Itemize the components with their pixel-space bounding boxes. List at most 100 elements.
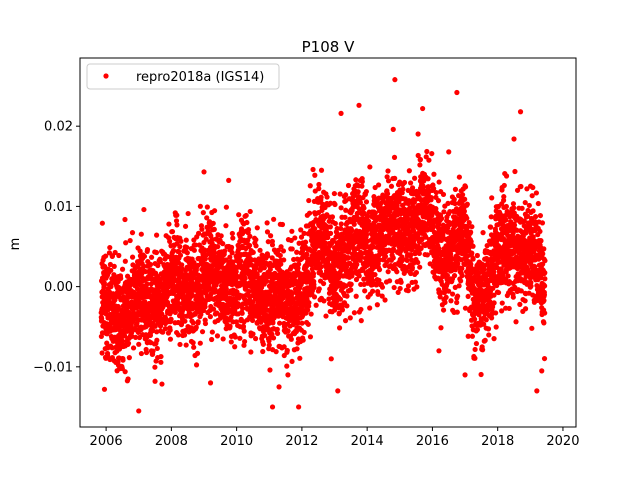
data-point	[370, 288, 376, 294]
data-point	[105, 353, 111, 359]
data-point	[306, 210, 313, 216]
data-point	[179, 265, 185, 272]
data-point	[130, 345, 137, 351]
data-point	[384, 191, 391, 197]
data-point	[304, 251, 310, 257]
data-point	[439, 215, 445, 222]
data-point	[169, 228, 176, 235]
data-point	[156, 288, 162, 295]
data-point	[308, 311, 314, 317]
data-point	[534, 388, 540, 394]
data-point	[465, 293, 471, 300]
data-point	[253, 237, 259, 243]
data-point	[269, 242, 276, 248]
data-point	[488, 214, 494, 220]
data-point	[284, 347, 290, 354]
data-point	[242, 275, 248, 281]
data-point	[204, 262, 211, 268]
data-point	[249, 317, 256, 324]
data-point	[359, 183, 365, 189]
data-point	[491, 300, 497, 306]
data-point	[293, 305, 299, 312]
data-point	[202, 304, 208, 310]
data-point	[526, 202, 532, 209]
data-point	[537, 228, 543, 235]
data-point	[300, 337, 306, 343]
data-point	[442, 299, 448, 306]
data-point	[363, 199, 370, 205]
data-point	[462, 184, 469, 190]
data-point	[257, 247, 263, 253]
data-point	[367, 164, 373, 170]
data-point	[269, 404, 276, 410]
data-point	[311, 294, 318, 300]
data-point	[336, 310, 342, 316]
data-point	[222, 248, 228, 254]
data-point	[358, 318, 364, 324]
data-point	[532, 214, 539, 220]
data-point	[503, 203, 509, 210]
data-point	[247, 208, 253, 215]
data-point	[301, 329, 307, 335]
data-point	[292, 235, 298, 241]
data-point	[462, 372, 468, 378]
data-point	[157, 259, 163, 265]
data-point	[472, 346, 478, 353]
data-point	[141, 263, 147, 269]
data-point	[240, 305, 246, 312]
data-point	[361, 205, 367, 211]
data-point	[517, 301, 523, 307]
data-point	[316, 186, 322, 192]
data-point	[274, 326, 280, 332]
data-point	[223, 286, 229, 292]
data-point	[342, 318, 349, 324]
data-point	[510, 294, 516, 300]
data-point	[129, 230, 136, 236]
data-point	[211, 226, 217, 232]
data-point	[281, 344, 287, 350]
data-point	[382, 253, 389, 260]
data-point	[441, 209, 447, 215]
data-point	[238, 258, 244, 264]
data-point	[394, 269, 400, 275]
data-point	[264, 229, 271, 235]
data-point	[112, 249, 118, 256]
data-point	[420, 105, 426, 112]
data-point	[353, 177, 359, 183]
data-point	[324, 194, 330, 200]
data-point	[348, 287, 354, 293]
data-point	[501, 182, 507, 189]
data-point	[289, 358, 295, 365]
data-point	[183, 342, 189, 348]
data-point	[244, 219, 250, 226]
data-point	[268, 233, 274, 239]
data-point	[417, 162, 423, 168]
data-point	[429, 150, 435, 157]
data-point	[152, 378, 158, 384]
data-point	[237, 335, 243, 341]
data-point	[443, 294, 449, 300]
data-point	[111, 263, 117, 269]
data-point	[501, 194, 507, 200]
data-point	[518, 183, 524, 190]
data-point	[538, 238, 544, 244]
data-point	[173, 218, 180, 224]
data-point	[303, 239, 309, 245]
data-point	[345, 182, 352, 189]
data-point	[232, 334, 238, 340]
data-point	[144, 281, 150, 287]
data-point	[318, 194, 324, 200]
data-point	[298, 234, 305, 240]
data-point	[101, 386, 108, 392]
data-point	[469, 333, 476, 339]
data-point	[195, 262, 201, 268]
data-point	[126, 355, 132, 361]
data-point	[372, 272, 378, 278]
data-point	[285, 328, 291, 334]
data-point	[511, 136, 517, 142]
data-point	[238, 282, 244, 288]
data-point	[312, 226, 318, 232]
data-point	[522, 306, 529, 312]
data-point	[313, 302, 319, 308]
